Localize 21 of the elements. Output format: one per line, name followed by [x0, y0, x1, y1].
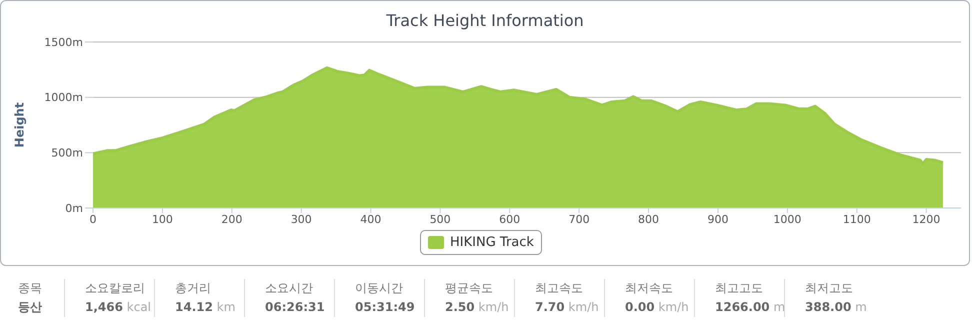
- x-tick-label: 1200: [912, 212, 940, 226]
- x-tick-label: 100: [152, 212, 173, 226]
- x-tick-label: 1100: [842, 212, 871, 226]
- chart-title: Track Height Information: [385, 11, 585, 30]
- x-tick-label: 700: [568, 212, 590, 226]
- x-tick-label: 800: [638, 212, 660, 226]
- x-tick-label: 500: [430, 212, 451, 226]
- y-tick-label: 0m: [65, 202, 83, 215]
- x-tick-label: 600: [499, 212, 520, 226]
- x-tick-label: 900: [707, 212, 728, 226]
- y-tick-label: 1000m: [44, 91, 83, 104]
- x-tick-label: 0: [90, 212, 96, 226]
- y-tick-label: 1500m: [44, 36, 83, 49]
- x-tick-label: 400: [360, 212, 382, 226]
- x-tick-label: 300: [290, 212, 312, 226]
- y-axis-title: Height: [12, 102, 26, 148]
- x-tick-label: 200: [221, 212, 242, 226]
- stats-table: 종목 등산 소요칼로리 1,466 kcal 총거리 14.12 km 소요시간 06:26:31 이동시간 05:31:49 평균속도 2.50 km/h 최고속도 7.70 km/h 최저속도 0.00 km/h 최고고도 1266.00 m 최저고도 388.00 m: [8, 279, 874, 317]
- legend-label: HIKING Track: [420, 230, 542, 255]
- x-tick-label: 1000: [773, 212, 802, 226]
- y-tick-label: 500m: [51, 146, 83, 160]
